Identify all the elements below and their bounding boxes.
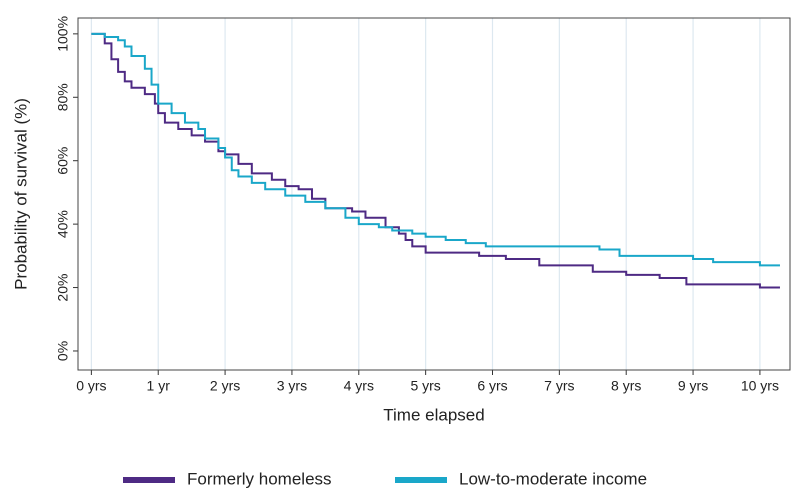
y-tick-label: 80% <box>55 83 71 111</box>
y-axis-title: Probability of survival (%) <box>11 98 30 290</box>
plot-frame <box>77 17 791 371</box>
x-tick-label: 4 yrs <box>344 378 374 394</box>
y-tick-label: 100% <box>55 16 71 52</box>
x-tick-label: 0 yrs <box>76 378 106 394</box>
x-tick-label: 7 yrs <box>544 378 574 394</box>
x-tick-label: 10 yrs <box>741 378 779 394</box>
legend-label: Formerly homeless <box>187 469 332 488</box>
x-tick-label: 8 yrs <box>611 378 641 394</box>
x-tick-label: 3 yrs <box>277 378 307 394</box>
x-tick-label: 1 yr <box>147 378 171 394</box>
survival-line <box>91 32 780 289</box>
y-tick-label: 0% <box>55 341 71 361</box>
x-tick-label: 5 yrs <box>410 378 440 394</box>
x-axis-title: Time elapsed <box>383 405 484 424</box>
survival-line <box>91 32 780 267</box>
x-tick-label: 2 yrs <box>210 378 240 394</box>
y-tick-label: 20% <box>55 274 71 302</box>
x-tick-label: 6 yrs <box>477 378 507 394</box>
legend-label: Low-to-moderate income <box>459 469 647 488</box>
y-tick-label: 60% <box>55 147 71 175</box>
y-tick-label: 40% <box>55 210 71 238</box>
x-tick-label: 9 yrs <box>678 378 708 394</box>
